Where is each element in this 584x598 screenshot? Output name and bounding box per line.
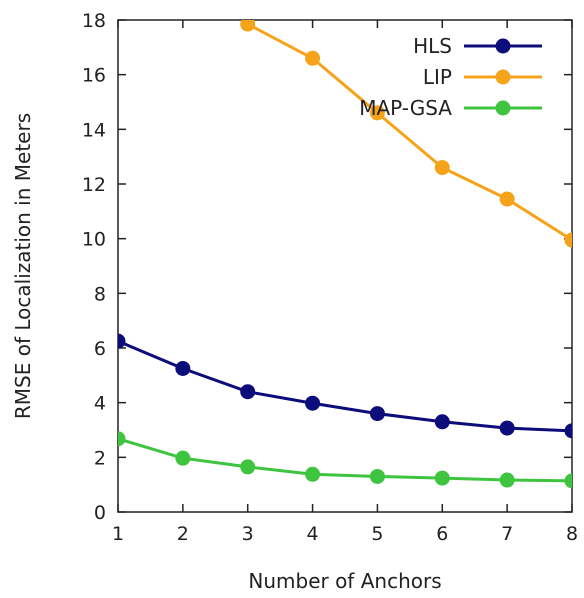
y-tick-label: 2 [94, 447, 106, 469]
data-point [499, 420, 515, 436]
legend: HLS LIP MAP-GSA [359, 34, 542, 120]
y-tick-label: 12 [82, 174, 106, 196]
x-tick-label: 7 [501, 523, 513, 545]
y-tick-label: 8 [94, 283, 106, 305]
legend-label: LIP [423, 65, 452, 89]
data-point [499, 472, 515, 488]
data-point [175, 361, 191, 376]
x-tick-label: 3 [242, 523, 254, 545]
y-tick-label: 10 [82, 229, 106, 251]
data-point [175, 450, 191, 466]
y-axis-label: RMSE of Localization in Meters [11, 113, 35, 419]
series-line [118, 437, 572, 483]
data-point [118, 431, 126, 447]
data-point [305, 466, 321, 482]
data-point [305, 395, 321, 411]
x-tick-label: 5 [371, 523, 383, 545]
x-tick-label: 2 [177, 523, 189, 545]
x-tick-label: 8 [566, 523, 578, 545]
series-layer [118, 20, 572, 489]
data-point [369, 468, 385, 484]
x-tick-label: 6 [436, 523, 448, 545]
data-point [564, 423, 572, 439]
series-hls [118, 333, 572, 439]
series-line [118, 339, 572, 433]
legend-label: HLS [413, 34, 452, 58]
series-lip [240, 20, 572, 248]
plot-frame [117, 19, 573, 513]
x-tick-label: 1 [112, 523, 124, 545]
legend-swatch-marker [495, 69, 511, 85]
data-point [240, 20, 256, 32]
data-point [499, 191, 515, 207]
legend-swatch-marker [495, 100, 511, 116]
legend-label: MAP-GSA [359, 96, 452, 120]
data-point [564, 473, 572, 489]
y-tick-label: 16 [82, 65, 106, 87]
series-map-gsa [118, 431, 572, 489]
data-point [434, 160, 450, 176]
data-point [434, 414, 450, 430]
data-point [240, 384, 256, 400]
x-tick-label: 4 [307, 523, 319, 545]
data-point [434, 470, 450, 486]
y-tick-label: 4 [94, 393, 106, 415]
y-tick-label: 14 [82, 119, 106, 141]
y-tick-label: 6 [94, 338, 106, 360]
data-point [305, 50, 321, 66]
series-line [247, 22, 572, 242]
data-point [240, 459, 256, 475]
y-tick-label: 18 [82, 10, 106, 32]
data-point [564, 232, 572, 248]
data-point [369, 406, 385, 422]
y-tick-label: 0 [94, 502, 106, 524]
data-point [369, 105, 385, 121]
legend-swatch-marker [495, 38, 511, 54]
data-point [118, 333, 126, 349]
x-axis-label: Number of Anchors [248, 569, 441, 593]
